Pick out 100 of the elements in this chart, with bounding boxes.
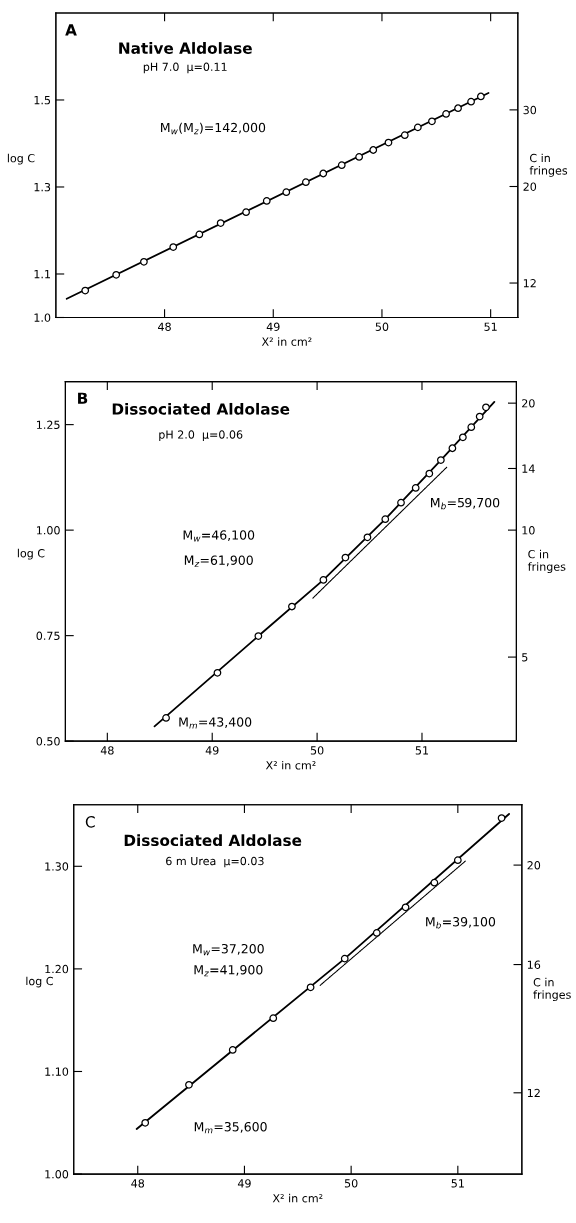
point — [341, 553, 350, 562]
y-tick-label: 1.20 — [45, 964, 69, 974]
point — [400, 131, 409, 140]
point — [216, 219, 225, 227]
point — [448, 444, 457, 453]
x-axis-title: X² in cm² — [265, 760, 316, 770]
x-tick-label: 50 — [310, 746, 324, 755]
point — [401, 903, 410, 912]
point — [381, 515, 390, 524]
annotation: M$_{w}$=46,100 — [183, 530, 255, 542]
point — [467, 423, 476, 432]
point — [425, 469, 434, 478]
x-tick-label: 51 — [415, 746, 429, 755]
x-tick-label: 51 — [451, 1179, 464, 1188]
point — [319, 169, 328, 178]
annotation: M$_{m}$=35,600 — [194, 1121, 267, 1134]
point — [288, 602, 296, 611]
point — [301, 178, 310, 187]
y-tick-label: 1.30 — [45, 862, 69, 871]
y-axis-title: log C — [17, 548, 45, 560]
text: pH 7.0 μ=0.11 — [143, 62, 227, 74]
point — [459, 433, 467, 442]
point — [306, 983, 315, 992]
point — [340, 954, 349, 963]
y2-tick-label: 12 — [523, 279, 536, 288]
y2-axis-title: C in fringes — [527, 549, 566, 573]
y2-axis-title: C in fringes — [533, 977, 571, 1001]
y2-tick-label: 20 — [522, 399, 535, 408]
annotation: B — [78, 392, 88, 404]
point — [413, 123, 422, 132]
y2-tick-label: 10 — [522, 526, 535, 535]
y-tick-label: 1.0 — [34, 313, 51, 322]
point — [476, 92, 485, 101]
point — [453, 856, 462, 865]
point — [242, 208, 250, 217]
point — [372, 929, 381, 937]
y-tick-label: 0.50 — [36, 737, 60, 746]
point — [454, 104, 462, 113]
y2-tick-label: 30 — [523, 105, 537, 115]
point — [397, 498, 405, 507]
x-tick-label: 50 — [375, 322, 389, 331]
x-tick-label: 49 — [266, 322, 280, 331]
annotation: M$_{b}$=59,700 — [431, 497, 500, 510]
y-tick-label: 1.10 — [45, 1067, 69, 1076]
text: Dissociated Aldolase — [124, 834, 302, 847]
point — [162, 714, 170, 722]
point — [112, 270, 121, 279]
point — [185, 1080, 193, 1089]
x-tick-label: 48 — [100, 746, 114, 755]
annotation: M$_{w}$(M$_{z}$)=142,000 — [161, 122, 266, 135]
point — [262, 197, 271, 205]
y2-tick-label: 14 — [522, 464, 535, 473]
point — [363, 533, 372, 542]
point — [497, 814, 506, 822]
y2-tick-label: 16 — [527, 960, 541, 969]
y2-tick-label: 12 — [527, 1088, 540, 1098]
point — [141, 1118, 150, 1127]
y-tick-label: 0.75 — [36, 631, 60, 641]
point — [269, 1014, 278, 1023]
point — [467, 97, 475, 106]
x-tick-label: 49 — [205, 746, 219, 755]
point — [282, 188, 291, 197]
annotation: M$_{m}$=43,400 — [179, 717, 252, 729]
point — [228, 1046, 237, 1054]
annotation: M$_{z}$=41,900 — [194, 965, 263, 977]
point — [384, 138, 393, 147]
annotation: A — [65, 24, 77, 36]
x-tick-label: 51 — [484, 322, 497, 331]
point — [337, 161, 346, 170]
x-tick-label: 49 — [237, 1179, 251, 1188]
point — [81, 286, 90, 295]
annotation: M$_{b}$=39,100 — [426, 917, 496, 929]
text: Dissociated Aldolase — [112, 402, 290, 415]
point — [169, 243, 178, 251]
y-tick-label: 1.00 — [37, 526, 60, 535]
annotation: C — [85, 816, 95, 828]
x-tick-label: 48 — [131, 1179, 145, 1188]
text: 6 m Urea μ=0.03 — [166, 856, 264, 868]
y2-axis-title: C in fringes — [529, 153, 568, 177]
point — [482, 403, 490, 412]
y-axis-title: log C — [7, 153, 35, 165]
x-tick-label: 48 — [158, 322, 171, 331]
annotation: M$_{w}$=37,200 — [193, 943, 264, 956]
point — [430, 878, 439, 887]
point — [428, 117, 436, 126]
text: Native Aldolase — [119, 42, 252, 54]
y-tick-label: 1.00 — [45, 1170, 69, 1179]
y-tick-label: 1.3 — [34, 182, 51, 192]
point — [442, 110, 450, 118]
point — [140, 257, 148, 266]
x-tick-label: 50 — [344, 1179, 358, 1188]
annotation: M$_{z}$=61,900 — [184, 555, 253, 567]
point — [436, 456, 445, 464]
y2-tick-label: 20 — [523, 182, 537, 191]
point — [254, 632, 263, 640]
text: pH 2.0 μ=0.06 — [159, 430, 243, 441]
y-tick-label: 1.5 — [34, 96, 51, 105]
x-axis-title: X² in cm² — [272, 1193, 323, 1203]
y2-tick-label: 5 — [522, 653, 528, 662]
point — [475, 412, 484, 421]
